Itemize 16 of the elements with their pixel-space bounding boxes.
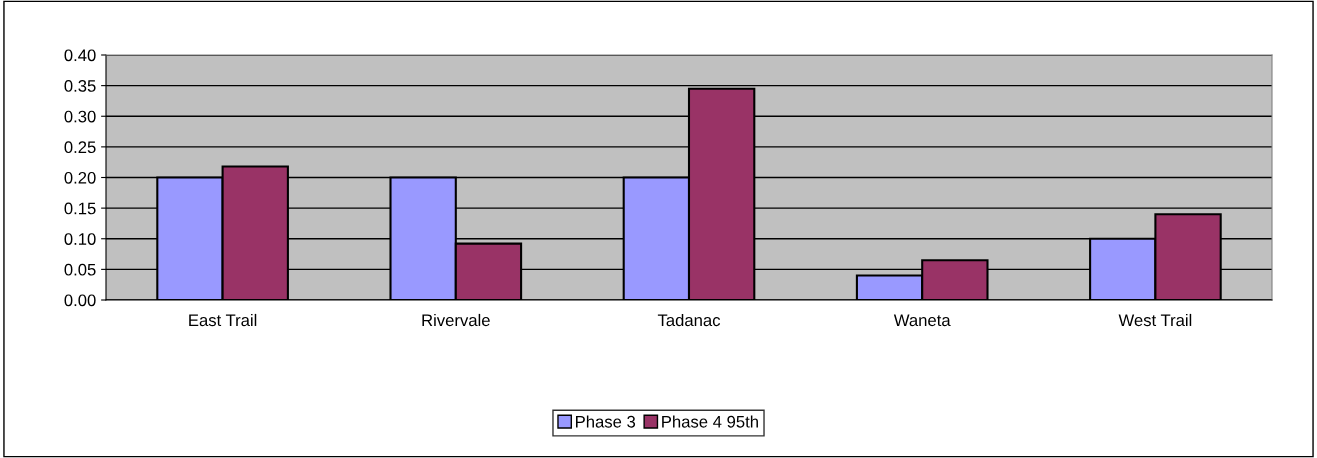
y-tick-label: 0.15 (64, 202, 96, 215)
legend-label: Phase 4 95th (662, 415, 758, 428)
x-tick-label: East Trail (189, 313, 257, 327)
y-tick-label: 0.35 (64, 80, 96, 92)
x-tick-label: Tadanac (657, 313, 721, 327)
x-tick-label: Waneta (893, 314, 951, 327)
y-tick-label: 0.30 (64, 110, 96, 123)
y-tick-label: 0.25 (64, 141, 96, 154)
x-tick-label: West Trail (1118, 313, 1192, 327)
x-tick-label: Rivervale (422, 313, 490, 327)
y-tick-label: 0.10 (64, 233, 96, 245)
y-tick-label: 0.40 (64, 49, 96, 62)
y-tick-label: 0.20 (64, 171, 96, 184)
y-tick-label: 0.00 (64, 294, 96, 307)
legend-label: Phase 3 (576, 415, 636, 428)
y-tick-label: 0.05 (64, 263, 96, 276)
